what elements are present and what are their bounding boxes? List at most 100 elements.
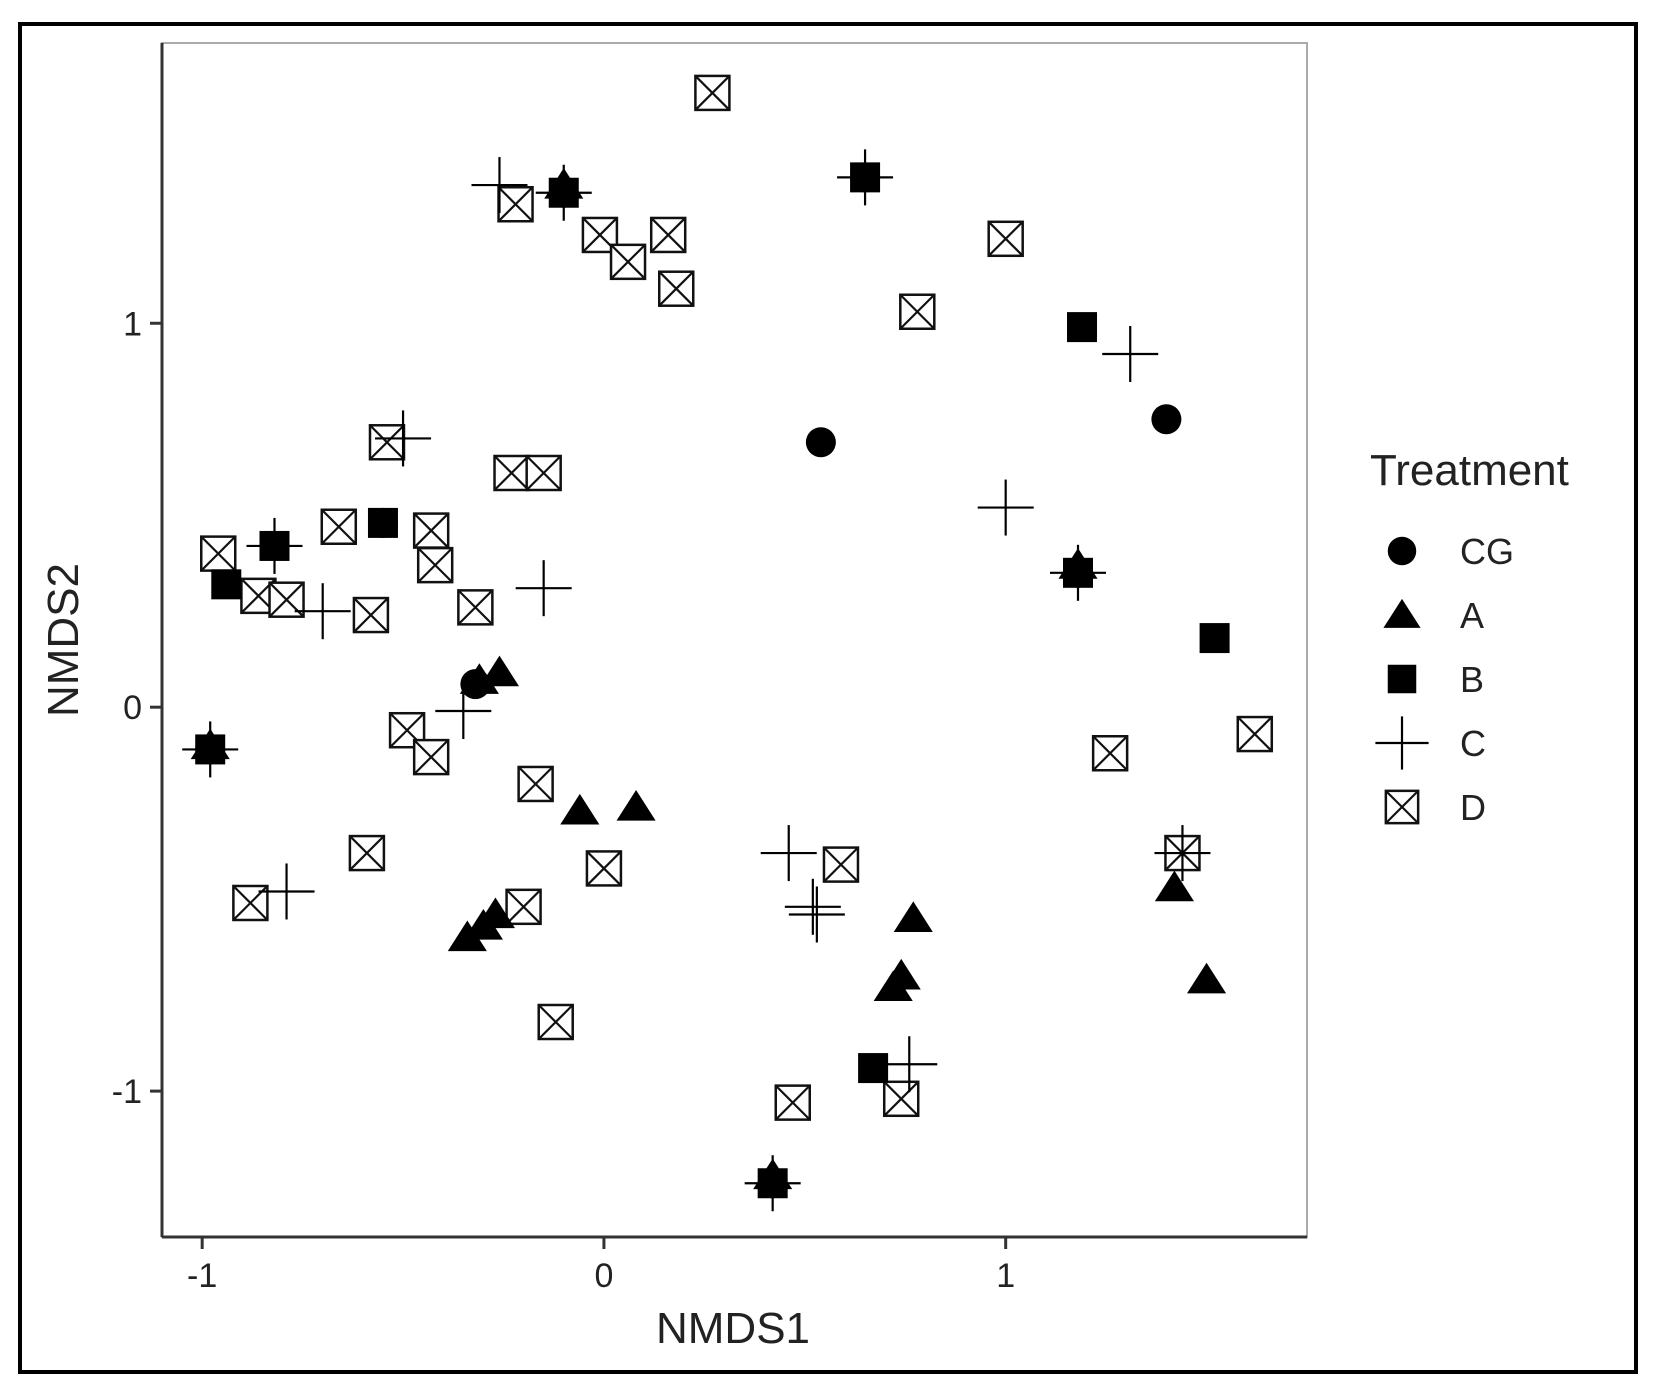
square-shape <box>1067 312 1098 343</box>
point-cg <box>1151 404 1182 435</box>
box-diagonal <box>1092 735 1128 772</box>
triangle-shape <box>616 790 656 821</box>
triangle-shape <box>1187 962 1227 994</box>
square-shape <box>211 569 242 600</box>
point-d <box>368 424 406 461</box>
triangle-shape <box>479 655 520 687</box>
point-d <box>352 596 390 634</box>
box-diagonal <box>517 766 554 802</box>
box-diagonal <box>1385 790 1419 824</box>
point-b <box>548 177 579 208</box>
box-diagonal <box>457 589 494 626</box>
point-b <box>1199 623 1230 654</box>
box-diagonal <box>369 424 405 461</box>
triangle-shape <box>1154 870 1194 902</box>
point-b <box>1067 312 1098 343</box>
point-d <box>585 850 623 887</box>
point-b <box>850 162 881 193</box>
point-a <box>1154 870 1194 902</box>
y-tick-label: 0 <box>123 689 142 727</box>
point-d <box>1236 715 1274 753</box>
square-shape <box>367 507 398 538</box>
point-c <box>881 1036 938 1093</box>
point-c <box>294 583 351 640</box>
box-diagonal <box>658 270 695 307</box>
legend-label-d: D <box>1460 787 1486 828</box>
box-diagonal <box>268 581 305 618</box>
point-c <box>471 157 528 214</box>
point-d <box>199 535 237 572</box>
square-shape <box>757 1168 788 1199</box>
x-tick-label: 1 <box>996 1257 1015 1295</box>
square-shape <box>1199 623 1230 654</box>
box-diagonal <box>650 217 686 253</box>
point-a <box>893 901 933 932</box>
point-d <box>1091 735 1129 772</box>
point-b <box>211 569 242 600</box>
legend-label-c: C <box>1460 723 1486 764</box>
point-a <box>447 920 487 952</box>
point-d <box>882 1080 920 1118</box>
box-diagonal <box>694 75 731 111</box>
square-shape <box>195 734 226 765</box>
square-shape <box>548 177 579 208</box>
x-tick-label: 0 <box>594 1257 613 1295</box>
point-d <box>517 765 554 803</box>
point-b <box>1063 557 1093 588</box>
circle-shape <box>1387 536 1417 566</box>
box-diagonal <box>987 221 1024 257</box>
point-a <box>1187 962 1227 994</box>
box-diagonal <box>537 1004 574 1040</box>
box-diagonal <box>505 889 542 925</box>
y-tick-label: 1 <box>123 305 142 343</box>
box-diagonal <box>610 244 646 280</box>
point-d <box>581 216 619 254</box>
square-shape <box>1387 664 1417 694</box>
triangle-shape <box>873 970 913 1002</box>
square-shape <box>259 530 290 561</box>
point-b <box>195 734 226 765</box>
point-c <box>375 410 432 467</box>
point-d <box>694 74 731 112</box>
point-c <box>784 878 841 935</box>
point-c <box>977 479 1034 536</box>
plot-panel <box>161 42 1308 1238</box>
box-diagonal <box>200 535 237 572</box>
point-d <box>525 454 562 492</box>
square-shape <box>1063 557 1093 588</box>
box-diagonal <box>774 1084 811 1121</box>
box-diagonal <box>493 455 530 491</box>
box-diagonal <box>320 508 357 545</box>
point-c <box>760 825 817 882</box>
point-d <box>657 270 695 307</box>
point-a <box>459 663 499 694</box>
point-b <box>757 1168 788 1199</box>
triangle-shape <box>447 920 487 952</box>
legend-key-c <box>1375 716 1429 770</box>
point-d <box>320 508 358 545</box>
triangle-shape <box>459 663 499 694</box>
box-diagonal <box>349 835 385 871</box>
box-diagonal <box>389 712 425 748</box>
box-diagonal <box>586 850 622 887</box>
point-d <box>537 1003 574 1041</box>
square-shape <box>850 162 881 193</box>
square-shape <box>858 1053 889 1084</box>
point-c <box>1102 325 1159 382</box>
point-c <box>788 886 845 943</box>
point-c <box>515 560 572 617</box>
triangle-shape <box>893 901 933 932</box>
legend-key-d <box>1384 789 1420 825</box>
triangle-shape <box>1383 598 1421 628</box>
point-d <box>609 243 647 281</box>
point-d <box>774 1084 812 1121</box>
box-diagonal <box>413 739 449 775</box>
point-c <box>258 863 315 920</box>
point-d <box>505 888 542 926</box>
point-cg <box>805 427 836 458</box>
axis-ticks: -1 0 1 -1 0 1 <box>112 305 1015 1295</box>
box-diagonal <box>497 186 534 223</box>
x-tick-label: -1 <box>187 1257 217 1295</box>
